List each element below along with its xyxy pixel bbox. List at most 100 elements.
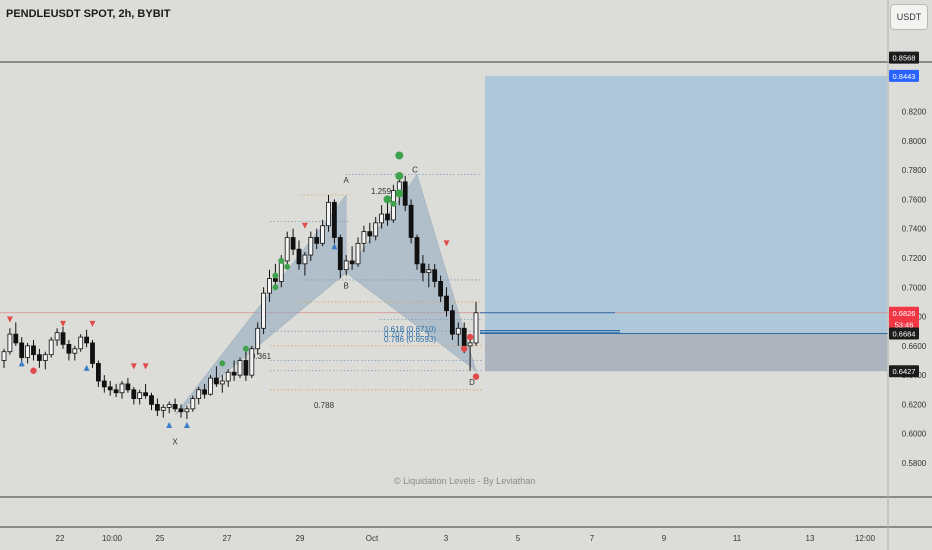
candle [408,199,414,244]
currency-button[interactable]: USDT [890,4,928,30]
candle-body-down [154,404,160,411]
candle [385,199,390,226]
candle-body-down [13,333,19,344]
candle-body-up [261,292,267,329]
candle [255,322,261,355]
candle-body-up [119,383,125,394]
x-tick-label: 27 [223,534,232,543]
price-tag-bg [889,365,919,378]
candle-body-down [331,201,337,238]
price-tag-label: 0.8443 [893,72,916,81]
candle-body-down [349,260,355,265]
price-tag-label: 0.6427 [893,367,916,376]
x-tick-label: 25 [156,534,165,543]
candle-body-up [54,332,60,341]
fib-label-0618: 0.618 (0.6710) [384,325,436,334]
y-tick-label: 0.6200 [902,400,927,409]
candle-body-down [149,395,154,405]
candle [149,392,154,411]
candle [190,395,196,412]
candle-body-up [379,213,385,224]
price-tag-bg [889,69,919,82]
candle-body-down [432,269,438,282]
x-tick-label: 11 [733,534,742,543]
candle [373,216,379,241]
candle-body-down [113,389,119,394]
y-tick-label: 0.8000 [902,137,927,146]
price-tag: 0.6427 [889,365,919,378]
price-tag: 53:46 [889,318,919,331]
candle-body-up [72,348,78,354]
candle [473,301,479,346]
candle-body-down [143,392,149,397]
price-tag: 0.6826 [889,306,919,319]
x-tick-label: 22 [56,534,65,543]
candle-body-down [444,295,449,312]
candle [414,234,420,270]
candle-body-down [90,342,95,364]
candle [337,234,343,279]
bear-triangle-marker [443,240,450,247]
candle [90,340,95,368]
pattern-xab-triangle [174,194,347,415]
candle [420,255,426,282]
bull-signal-dot [272,284,279,291]
candle-body-up [373,222,379,237]
candle [432,263,438,288]
bull-signal-dot [383,195,392,204]
candle-body-down [84,336,89,344]
candle [184,405,190,420]
candle-body-down [19,342,25,358]
candle-body-down [314,237,320,244]
symbol-title[interactable]: PENDLEUSDT SPOT, 2h, BYBIT [6,8,171,20]
candle [467,340,473,371]
candle-body-up [320,225,326,244]
ratio-label-0361: 0.361 [251,352,272,361]
candle [172,398,178,412]
candle-body-up [284,237,290,262]
candle [160,404,166,418]
candle [361,225,367,253]
candle-body-up [7,333,13,353]
bear-signal-dot [472,373,480,380]
candle-body-up [208,377,213,395]
bear-signal-dot [30,367,37,374]
candle [320,219,326,247]
bull-triangle-marker [183,421,190,428]
x-tick-label: 10:00 [102,534,123,543]
bull-triangle-marker [331,243,338,250]
y-tick-label: 0.8200 [902,108,927,117]
price-tag: 0.8568 [889,51,919,64]
price-tag-bg [889,51,919,64]
candle [125,378,131,393]
candle [202,383,208,399]
candle-body-up [361,231,367,244]
candle [302,252,308,276]
bull-signal-dot [284,263,291,270]
x-tick-label: 29 [296,534,305,543]
candle [455,322,461,346]
candle [25,342,31,364]
candle-body-up [302,254,308,265]
ratio-label-0788: 0.788 [314,401,335,410]
candle [101,375,107,393]
price-tag-bg [889,318,919,331]
candle [84,329,89,348]
bull-signal-dot [272,272,279,279]
candle [219,375,225,393]
candle [60,326,66,349]
bear-triangle-marker [89,320,96,327]
candle-body-down [101,380,107,388]
candle-body-down [461,327,467,347]
candle [119,381,125,399]
price-tag-label: 0.6684 [893,330,916,339]
candle [379,205,385,229]
bull-triangle-marker [83,364,90,371]
candle [444,287,449,317]
candle [449,304,455,340]
candle [42,351,48,370]
candle [208,375,213,396]
candle-body-down [438,281,444,297]
